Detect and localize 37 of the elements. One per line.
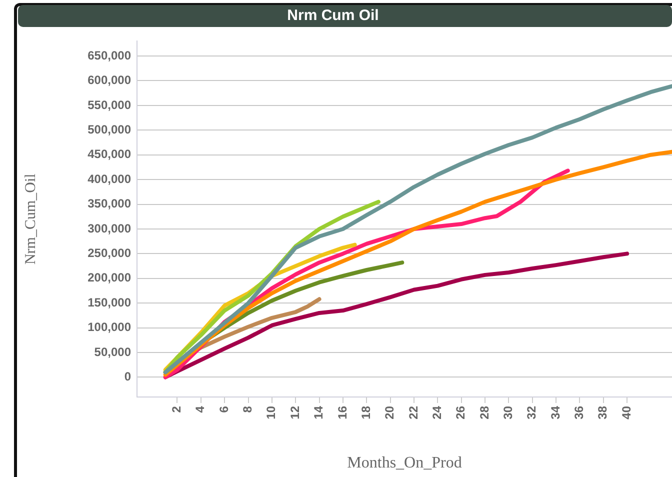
x-tick-label: 2 bbox=[170, 406, 184, 413]
x-tick-label: 40 bbox=[619, 406, 634, 420]
x-tick-label: 8 bbox=[240, 406, 255, 413]
x-tick-label: 28 bbox=[477, 406, 492, 420]
x-tick-label: 30 bbox=[500, 406, 515, 420]
x-tick-label: 16 bbox=[335, 406, 350, 420]
x-tick-label: 12 bbox=[288, 406, 302, 420]
y-tick-label: 200,000 bbox=[88, 270, 132, 285]
x-tick-label: 18 bbox=[358, 406, 373, 420]
y-axis-title: Nrm_Cum_Oil bbox=[22, 174, 39, 265]
y-tick-label: 250,000 bbox=[88, 246, 132, 260]
x-axis-title: Months_On_Prod bbox=[347, 454, 462, 472]
x-tick-label: 10 bbox=[264, 406, 278, 420]
y-tick-label: 650,000 bbox=[88, 48, 132, 62]
x-tick-label: 34 bbox=[548, 406, 562, 420]
y-tick-label: 300,000 bbox=[88, 221, 132, 236]
chart-title: Nrm Cum Oil bbox=[18, 5, 672, 27]
x-tick-label: 32 bbox=[524, 406, 539, 420]
y-tick-label: 500,000 bbox=[88, 122, 132, 136]
y-tick-label: 0 bbox=[124, 370, 132, 384]
y-tick-label: 100,000 bbox=[88, 320, 132, 334]
y-tick-label: 50,000 bbox=[94, 344, 132, 359]
x-tick-label: 36 bbox=[572, 406, 586, 420]
x-tick-label: 22 bbox=[406, 406, 420, 420]
x-tick-label: 24 bbox=[430, 406, 444, 420]
x-tick-label: 14 bbox=[312, 406, 326, 420]
x-tick-label: 6 bbox=[216, 406, 231, 413]
y-tick-label: 550,000 bbox=[88, 98, 132, 112]
y-tick-label: 450,000 bbox=[88, 147, 132, 162]
x-tick-label: 4 bbox=[193, 406, 208, 413]
y-tick-label: 350,000 bbox=[88, 196, 132, 211]
y-tick-label: 400,000 bbox=[88, 172, 132, 186]
x-tick-label: 20 bbox=[382, 406, 397, 420]
y-tick-label: 600,000 bbox=[88, 73, 132, 88]
y-tick-label: 150,000 bbox=[88, 295, 132, 310]
x-tick-label: 26 bbox=[454, 406, 468, 420]
x-tick-label: 38 bbox=[596, 406, 610, 420]
